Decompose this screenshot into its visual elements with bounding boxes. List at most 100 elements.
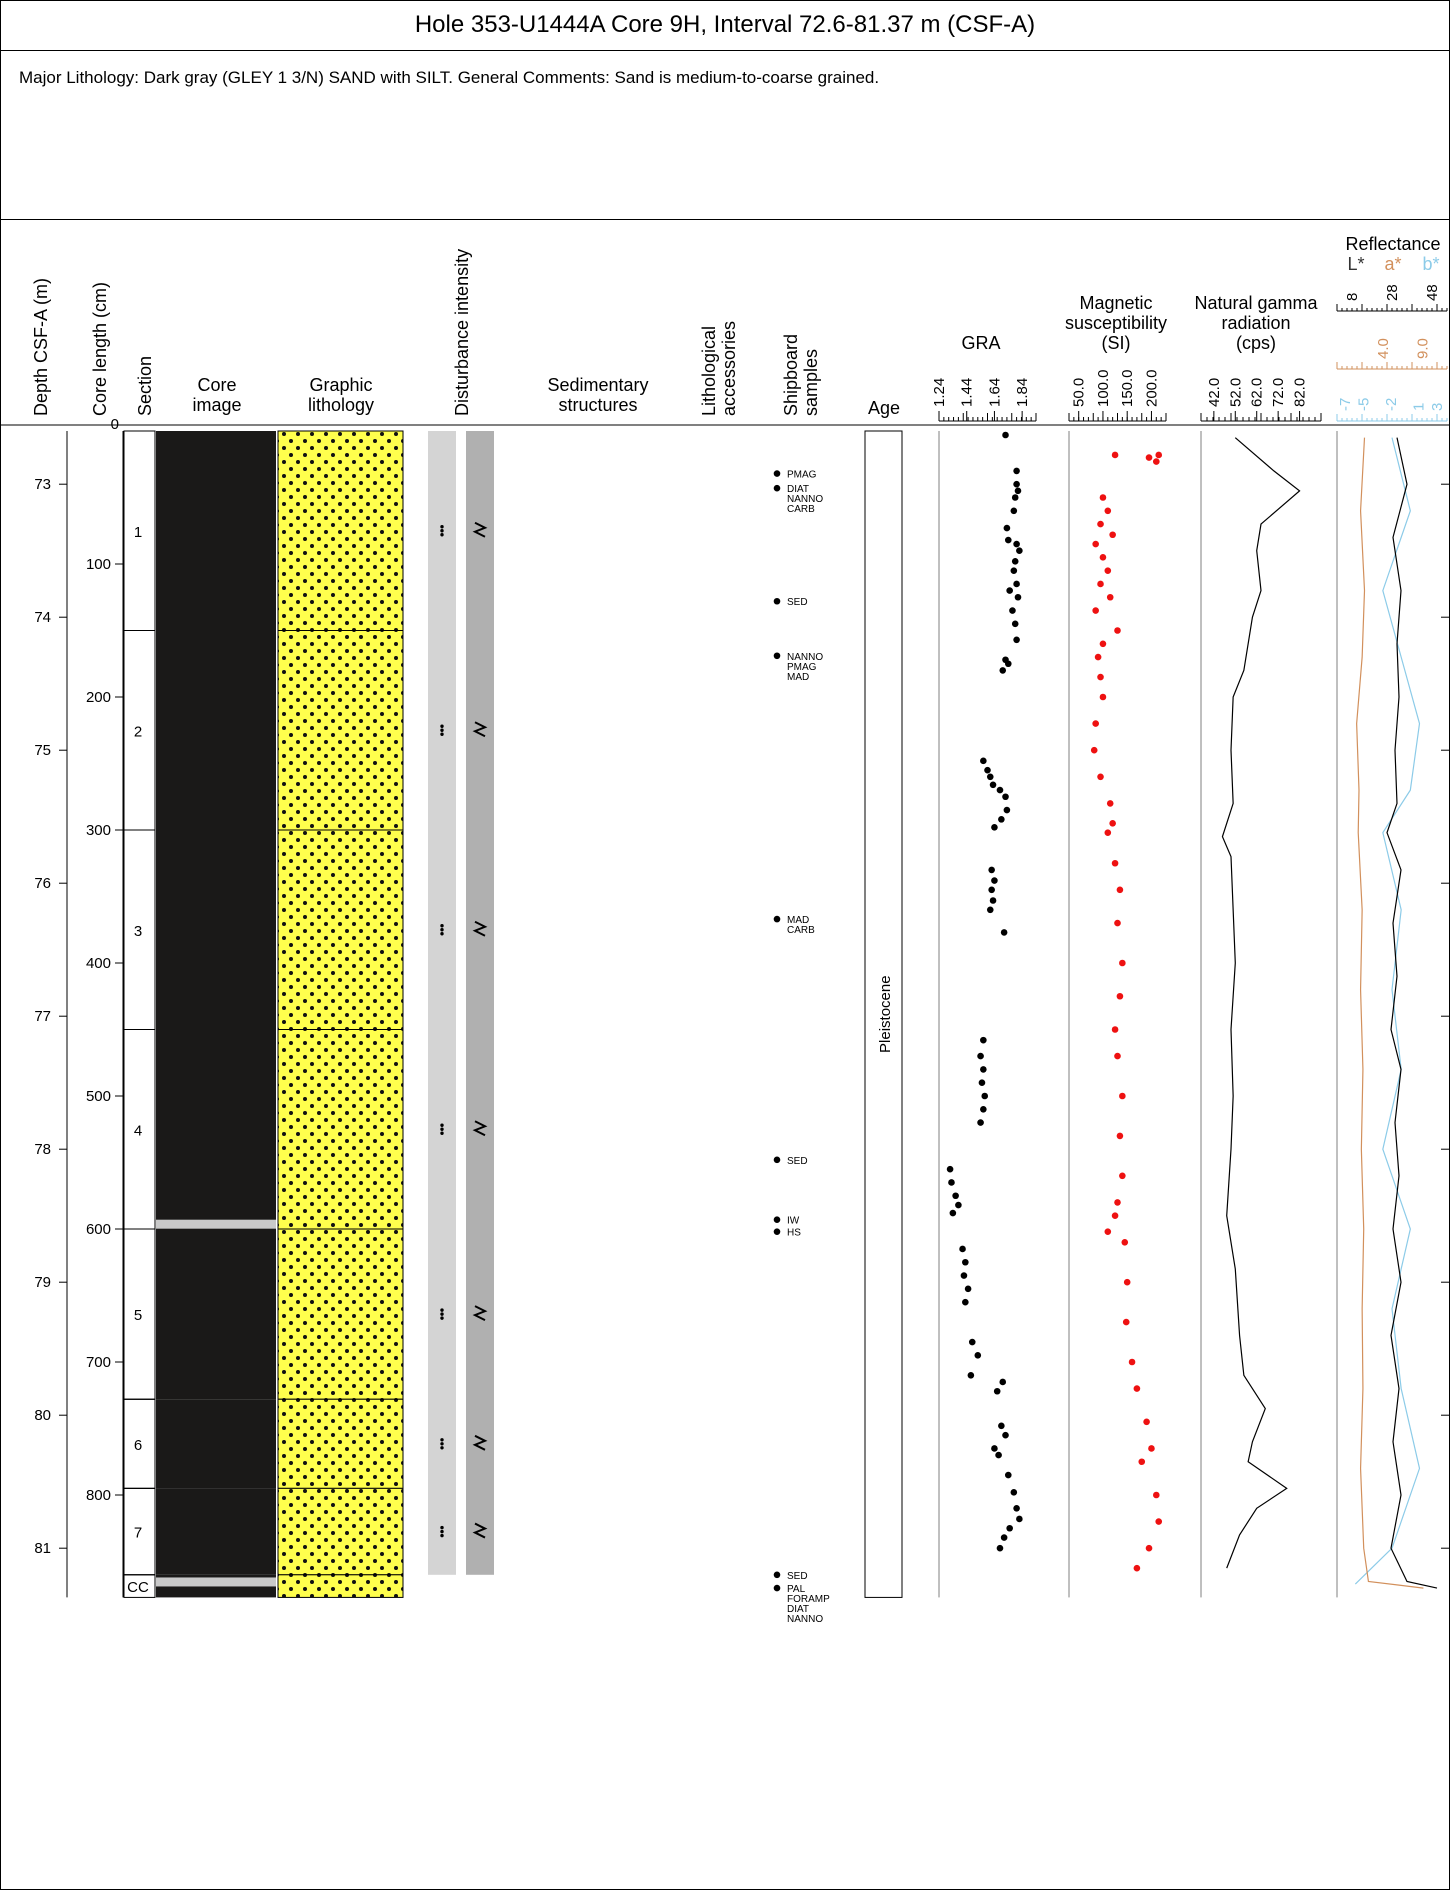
gra-point bbox=[1003, 806, 1011, 814]
gra-point bbox=[1013, 467, 1020, 475]
ms-point bbox=[1109, 820, 1116, 827]
ms-point bbox=[1116, 886, 1124, 894]
header-core-image-line2: image bbox=[192, 395, 241, 415]
disturbance-symbol-dots bbox=[440, 928, 444, 932]
header-ms-line1: Magnetic bbox=[1079, 293, 1152, 313]
gra-point bbox=[949, 1209, 957, 1217]
age-column: Pleistocene bbox=[864, 430, 903, 1598]
ms-point bbox=[1111, 859, 1119, 867]
depth-tick-label: 81 bbox=[34, 1540, 51, 1557]
disturbance-symbol-zigzag bbox=[472, 1434, 488, 1451]
gra-point bbox=[1014, 593, 1022, 601]
disturbance-symbol-dots bbox=[440, 1438, 444, 1442]
gra-point bbox=[962, 1298, 969, 1306]
header-ngr-line2: radiation bbox=[1221, 313, 1290, 333]
ngr-line bbox=[1221, 437, 1301, 1569]
disturbance-symbol-dots bbox=[440, 1127, 444, 1131]
sample-label: NANNO bbox=[787, 1614, 823, 1625]
section-label: 6 bbox=[134, 1437, 142, 1454]
gra-point bbox=[1002, 1431, 1009, 1439]
disturbance-bar-dark bbox=[466, 431, 494, 1575]
gra-point bbox=[1014, 487, 1022, 495]
ms-point bbox=[1099, 554, 1107, 561]
ms-point bbox=[1106, 800, 1114, 807]
ms-point bbox=[1155, 451, 1163, 459]
sample-dot bbox=[773, 1228, 781, 1235]
sample-dot bbox=[773, 1571, 781, 1579]
gra-point bbox=[948, 1179, 955, 1186]
sample-dot bbox=[773, 470, 781, 477]
gra-point bbox=[980, 1036, 987, 1044]
ms-point bbox=[1104, 507, 1112, 515]
core-image bbox=[156, 830, 276, 1030]
ms-point bbox=[1090, 746, 1098, 754]
length-tick-label-top: 0 bbox=[111, 416, 119, 433]
disturbance-symbol-zigzag bbox=[472, 920, 488, 937]
ms-point bbox=[1109, 531, 1116, 539]
header-sedimentary-line2: structures bbox=[558, 395, 637, 415]
gra-point bbox=[1013, 540, 1020, 548]
sample-label: IW bbox=[787, 1216, 800, 1227]
core-endcap bbox=[156, 1219, 276, 1229]
gra-point bbox=[999, 1378, 1007, 1386]
header-ngr-line3: (cps) bbox=[1236, 333, 1276, 353]
ngr-tick-label: 42.0 bbox=[1206, 378, 1223, 407]
ms-point bbox=[1106, 593, 1114, 601]
ms-point bbox=[1155, 1518, 1163, 1525]
gra-point bbox=[1000, 1534, 1008, 1541]
sample-label: NANNO bbox=[787, 494, 823, 505]
section-label: 5 bbox=[134, 1307, 142, 1324]
header-ms-line3: (SI) bbox=[1102, 333, 1131, 353]
L-star-line bbox=[1386, 437, 1438, 1589]
disturbance-symbol-dots bbox=[440, 728, 444, 732]
sample-dot bbox=[773, 1584, 781, 1592]
gra-point bbox=[1004, 536, 1012, 544]
section-label: 2 bbox=[134, 723, 142, 740]
ms-point bbox=[1121, 1239, 1129, 1246]
ms-point bbox=[1099, 693, 1107, 701]
length-tick-label: 400 bbox=[86, 955, 111, 972]
gra-point bbox=[989, 781, 997, 789]
ms-point bbox=[1114, 1199, 1121, 1206]
ms-point bbox=[1104, 829, 1112, 836]
section-label: CC bbox=[127, 1579, 149, 1596]
gra-point bbox=[962, 1258, 969, 1266]
ms-point bbox=[1123, 1278, 1131, 1286]
ms-point bbox=[1104, 1228, 1112, 1235]
sample-label: SED bbox=[787, 597, 808, 608]
gra-point bbox=[1002, 431, 1009, 439]
lithology-fill bbox=[277, 1029, 404, 1230]
reflectance-plot: 8 28 48 4.0 9.0 -7 -5 -2 1 3 bbox=[1336, 284, 1449, 1598]
header-disturbance: Disturbance intensity bbox=[452, 249, 472, 416]
core-image bbox=[156, 1488, 276, 1575]
gra-point bbox=[998, 1422, 1005, 1430]
length-tick-label: 600 bbox=[86, 1221, 111, 1238]
disturbance-bar-light bbox=[428, 431, 456, 1575]
ngr-tick-label: 72.0 bbox=[1270, 378, 1287, 407]
depth-tick-label: 79 bbox=[34, 1274, 51, 1291]
gra-point bbox=[1011, 494, 1019, 501]
ms-point bbox=[1099, 494, 1107, 501]
core-endcap bbox=[156, 1577, 276, 1587]
lithology-fill bbox=[277, 1398, 404, 1489]
gra-point bbox=[1002, 793, 1009, 801]
gra-point bbox=[1016, 1515, 1023, 1523]
gra-point bbox=[993, 1387, 1001, 1395]
ms-point bbox=[1116, 992, 1124, 1000]
gra-point bbox=[1006, 1524, 1013, 1532]
depth-tick-label: 80 bbox=[34, 1407, 51, 1424]
ngr-tick-label: 82.0 bbox=[1292, 378, 1309, 407]
gra-point bbox=[991, 1445, 998, 1452]
ms-tick-label: 150.0 bbox=[1119, 369, 1136, 407]
disturbance-symbol-zigzag bbox=[472, 721, 488, 738]
gra-point bbox=[960, 1272, 968, 1279]
sample-dot bbox=[773, 915, 781, 923]
header-reflectance: Reflectance bbox=[1345, 234, 1440, 254]
depth-tick-label: 75 bbox=[34, 742, 51, 759]
disturbance-symbol-dots bbox=[440, 1533, 444, 1538]
sample-label: CARB bbox=[787, 925, 815, 936]
disturbance-symbol-dots bbox=[440, 924, 444, 928]
a-star-line bbox=[1356, 437, 1424, 1589]
gra-point bbox=[980, 1106, 987, 1113]
disturbance-symbol-dots bbox=[440, 732, 444, 736]
